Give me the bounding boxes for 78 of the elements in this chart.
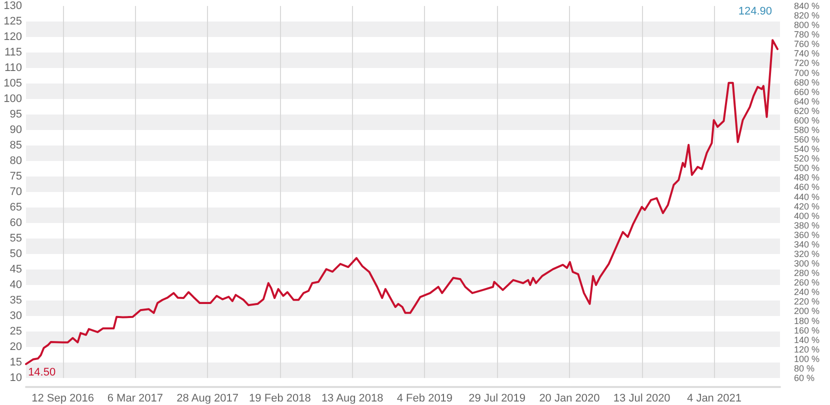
- y2-tick-label: 380 %: [794, 220, 820, 230]
- y-tick-label: 30: [10, 310, 22, 322]
- y-tick-label: 65: [10, 202, 22, 214]
- y-tick-label: 125: [4, 16, 22, 28]
- y2-tick-label: 80 %: [794, 363, 815, 374]
- y2-tick-label: 700 %: [794, 68, 820, 78]
- y2-tick-label: 200 %: [794, 306, 820, 316]
- y2-tick-label: 800 %: [794, 20, 820, 30]
- y2-tick-label: 840 %: [794, 1, 820, 11]
- y2-tick-label: 820 %: [794, 10, 820, 21]
- y-tick-label: 70: [10, 186, 22, 198]
- y-tick-label: 20: [10, 341, 22, 353]
- y2-tick-label: 680 %: [794, 77, 820, 88]
- x-tick-label: 13 Jul 2020: [613, 392, 670, 404]
- y2-tick-label: 100 %: [794, 354, 820, 364]
- y-tick-label: 45: [10, 264, 22, 276]
- x-tick-label: 29 Jul 2019: [468, 392, 526, 404]
- x-tick-label: 20 Jan 2020: [539, 392, 600, 404]
- x-tick-label: 6 Mar 2017: [107, 392, 164, 404]
- y-tick-label: 35: [10, 294, 22, 306]
- x-tick-label: 19 Feb 2018: [249, 392, 311, 404]
- y2-tick-label: 780 %: [794, 30, 820, 40]
- annotation: 124.90: [738, 6, 772, 18]
- y2-tick-label: 60 %: [794, 373, 815, 383]
- y2-tick-label: 220 %: [794, 296, 820, 307]
- y2-tick-label: 180 %: [794, 316, 820, 326]
- annotation: 14.50: [28, 366, 56, 379]
- y2-tick-label: 280 %: [794, 268, 820, 278]
- y2-tick-label: 400 %: [794, 210, 820, 221]
- y2-tick-label: 720 %: [794, 58, 820, 68]
- y-tick-label: 130: [4, 0, 22, 12]
- y2-tick-label: 360 %: [794, 230, 820, 240]
- y-tick-label: 10: [10, 372, 22, 384]
- y-tick-label: 90: [10, 124, 22, 136]
- y2-tick-label: 540 %: [794, 144, 820, 154]
- y-tick-label: 15: [10, 356, 22, 368]
- y-tick-label: 95: [10, 108, 22, 120]
- y-tick-label: 100: [4, 93, 22, 105]
- y2-tick-label: 140 %: [794, 334, 820, 345]
- x-tick-label: 28 Aug 2017: [176, 392, 238, 404]
- y2-tick-label: 520 %: [794, 154, 820, 164]
- x-tick-label: 4 Jan 2021: [687, 392, 742, 404]
- x-tick-label: 4 Feb 2019: [396, 392, 453, 404]
- y-tick-label: 60: [10, 217, 22, 229]
- y2-tick-label: 760 %: [794, 39, 820, 50]
- y2-tick-label: 560 %: [794, 134, 820, 145]
- line-series: [25, 39, 779, 366]
- y2-tick-label: 480 %: [794, 172, 820, 183]
- y2-tick-label: 600 %: [794, 115, 820, 126]
- y2-tick-label: 500 %: [794, 163, 820, 174]
- y-tick-label: 75: [10, 170, 22, 182]
- y2-tick-label: 340 %: [794, 239, 820, 250]
- y2-tick-label: 580 %: [794, 125, 820, 135]
- x-tick-label: 13 Aug 2018: [321, 392, 384, 404]
- y-tick-label: 115: [4, 46, 22, 58]
- y2-tick-label: 420 %: [794, 201, 820, 212]
- y-tick-label: 40: [10, 279, 22, 291]
- y-tick-label: 110: [4, 62, 22, 74]
- y-tick-label: 120: [4, 31, 22, 43]
- y2-tick-label: 260 %: [794, 278, 820, 288]
- x-tick-label: 12 Sep 2016: [32, 392, 94, 404]
- y2-tick-label: 640 %: [794, 96, 820, 106]
- y-tick-label: 105: [4, 78, 22, 90]
- y2-tick-label: 120 %: [794, 344, 820, 354]
- y2-tick-label: 620 %: [794, 106, 820, 116]
- y2-tick-label: 300 %: [794, 258, 820, 269]
- y-tick-label: 80: [10, 155, 22, 167]
- y2-tick-label: 160 %: [794, 325, 820, 336]
- y2-tick-label: 440 %: [794, 192, 820, 202]
- y2-tick-label: 460 %: [794, 182, 820, 192]
- y2-tick-label: 240 %: [794, 287, 820, 298]
- y2-tick-label: 320 %: [794, 249, 820, 259]
- y-tick-label: 55: [10, 232, 22, 244]
- y-tick-label: 25: [10, 326, 22, 338]
- y2-tick-label: 740 %: [794, 48, 820, 59]
- y-tick-label: 50: [10, 248, 22, 260]
- y2-tick-label: 660 %: [794, 86, 820, 97]
- y-tick-label: 85: [10, 140, 22, 152]
